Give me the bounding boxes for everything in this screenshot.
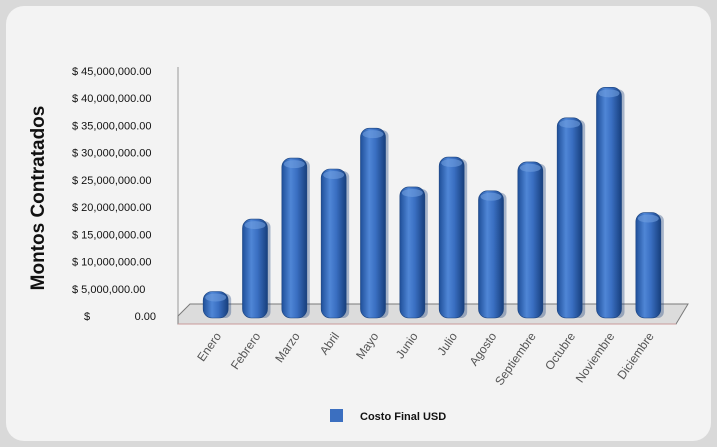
bar-top <box>205 293 227 302</box>
bar-marzo <box>281 157 310 319</box>
bar-top <box>480 192 502 201</box>
bar-top <box>323 171 345 179</box>
legend: Costo Final USD <box>330 409 446 423</box>
y-tick-label: $ 25,000,000.00 <box>72 175 152 187</box>
bar-top <box>441 159 463 168</box>
bar-febrero <box>242 218 271 319</box>
y-tick-label: $ 10,000,000.00 <box>72 257 152 269</box>
y-tick-label: $ 40,000,000.00 <box>72 93 152 105</box>
legend-swatch <box>330 409 343 422</box>
bar-top <box>559 119 581 128</box>
bar-top <box>637 214 659 223</box>
x-tick-label: Julio <box>434 329 460 358</box>
bar-body <box>438 156 465 319</box>
chart-frame: $0.00 $ 5,000,000.00 $ 10,000,000.00 $ 15,0… <box>6 6 711 441</box>
x-tick-label: Agosto <box>467 329 500 368</box>
bar-mayo <box>360 127 389 319</box>
x-tick-label: Septiembre <box>492 329 539 388</box>
x-tick-label: Octubre <box>542 329 578 372</box>
y-tick-label: $ 15,000,000.00 <box>72 229 152 241</box>
bar-body <box>517 161 544 319</box>
y-tick-label: $ 45,000,000.00 <box>72 66 152 78</box>
bar-body <box>242 218 268 319</box>
bar-body <box>399 186 426 319</box>
bar-agosto <box>478 190 507 319</box>
bar-body <box>281 157 308 319</box>
bar-body <box>320 168 347 319</box>
bar-body <box>556 117 583 319</box>
x-tick-label: Noviembre <box>573 329 618 385</box>
y-tick-label: 0.00 <box>135 311 156 323</box>
bars-layer <box>202 87 664 319</box>
bar-noviembre <box>596 87 625 319</box>
bar-body <box>360 127 386 319</box>
bar-top <box>362 130 384 139</box>
bar-body <box>596 87 622 319</box>
bar-body <box>635 212 662 319</box>
bar-junio <box>399 186 428 319</box>
bar-abril <box>320 168 350 319</box>
bar-septiembre <box>517 161 546 319</box>
bar-top <box>401 188 423 197</box>
bar-octubre <box>556 117 586 319</box>
x-tick-label: Marzo <box>272 329 303 365</box>
x-tick-label: Junio <box>393 329 421 361</box>
y-tick-label: $ 30,000,000.00 <box>72 148 152 160</box>
y-tick-label: $ 5,000,000.00 <box>72 284 145 296</box>
x-tick-label: Mayo <box>353 329 381 361</box>
y-tick-label: $ 20,000,000.00 <box>72 202 152 214</box>
y-tick-label: $ 35,000,000.00 <box>72 120 152 132</box>
x-tick-label: Enero <box>194 329 224 364</box>
bar-top <box>283 160 305 169</box>
x-tick-label: Febrero <box>228 329 264 372</box>
x-tick-label: Abril <box>317 330 342 358</box>
bar-julio <box>438 156 468 319</box>
y-axis-title: Montos Contratados <box>28 106 49 291</box>
bar-top <box>598 89 620 98</box>
bar-top <box>519 163 541 172</box>
bar-enero <box>202 291 232 319</box>
bar-chart: $0.00 $ 5,000,000.00 $ 10,000,000.00 $ 15,0… <box>28 66 689 423</box>
y-tick-label: $ <box>84 311 90 323</box>
bar-top <box>244 221 266 230</box>
bar-body <box>478 190 504 319</box>
legend-label: Costo Final USD <box>360 411 446 423</box>
x-tick-label: Diciembre <box>614 329 657 382</box>
bar-diciembre <box>635 212 664 319</box>
